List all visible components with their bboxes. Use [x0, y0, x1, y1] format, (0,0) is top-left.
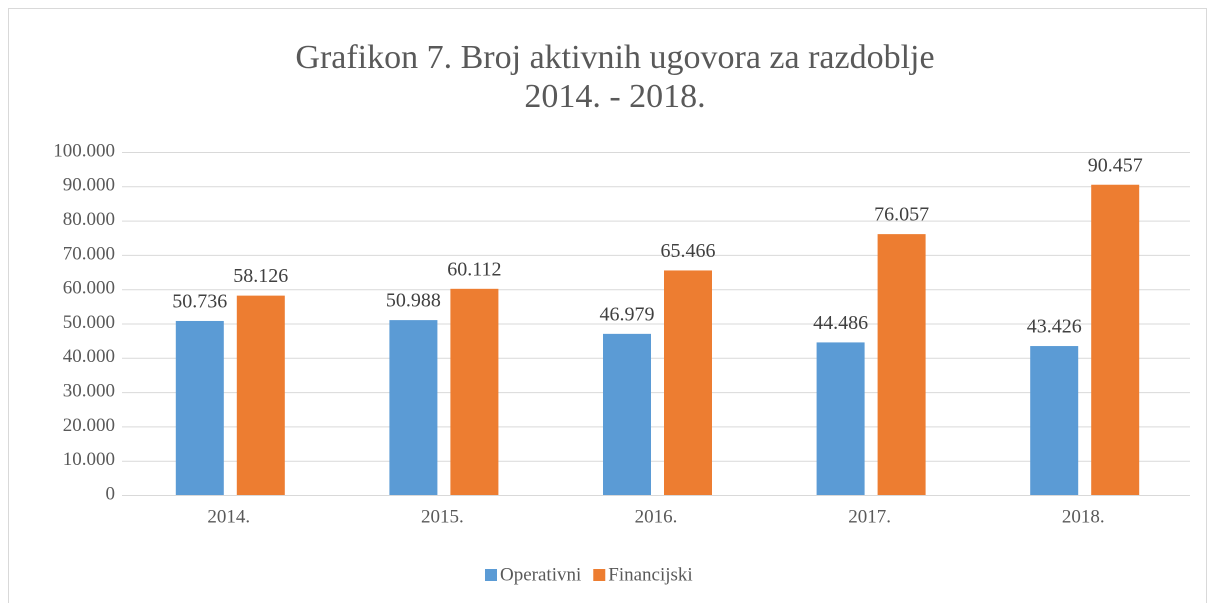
chart-title: 2014. - 2018.: [524, 78, 705, 115]
y-tick-label: 70.000: [63, 243, 115, 264]
data-label: 58.126: [233, 265, 288, 287]
y-tick-label: 100.000: [53, 140, 115, 161]
legend-swatch: [485, 569, 497, 581]
data-label: 50.988: [386, 290, 441, 312]
y-tick-label: 50.000: [63, 312, 115, 333]
x-tick-label: 2014.: [207, 506, 250, 527]
data-label: 90.457: [1088, 154, 1143, 176]
chart-frame: [8, 8, 1207, 603]
data-label: 60.112: [447, 258, 501, 280]
legend-swatch: [593, 569, 606, 581]
legend-label: Operativni: [500, 564, 581, 585]
legend-label: Financijski: [608, 564, 692, 585]
bar: [1030, 346, 1079, 495]
x-tick-label: 2018.: [1062, 506, 1105, 527]
y-tick-label: 30.000: [63, 380, 115, 401]
data-label: 44.486: [813, 312, 868, 334]
bar: [450, 288, 499, 495]
y-tick-label: 80.000: [63, 209, 115, 230]
bar: [664, 270, 712, 495]
data-label: 46.979: [600, 303, 655, 325]
data-label: 65.466: [661, 240, 716, 262]
data-label: 43.426: [1027, 316, 1082, 338]
bar: [389, 320, 438, 495]
bar: [816, 342, 865, 495]
y-tick-label: 10.000: [63, 449, 115, 470]
y-tick-label: 0: [106, 483, 116, 504]
data-label: 76.057: [874, 204, 929, 226]
bar: [1091, 184, 1140, 495]
y-tick-label: 60.000: [63, 278, 115, 299]
y-tick-label: 90.000: [63, 175, 115, 196]
bar: [236, 295, 285, 495]
x-tick-label: 2017.: [848, 506, 891, 527]
x-tick-label: 2016.: [635, 506, 678, 527]
x-tick-label: 2015.: [421, 506, 464, 527]
chart-title: Grafikon 7. Broj aktivnih ugovora za raz…: [295, 39, 934, 76]
y-tick-label: 20.000: [63, 415, 115, 436]
bar: [603, 333, 651, 495]
bar: [877, 234, 926, 495]
bar: [175, 320, 224, 495]
data-label: 50.736: [172, 291, 227, 313]
y-tick-label: 40.000: [63, 346, 115, 367]
